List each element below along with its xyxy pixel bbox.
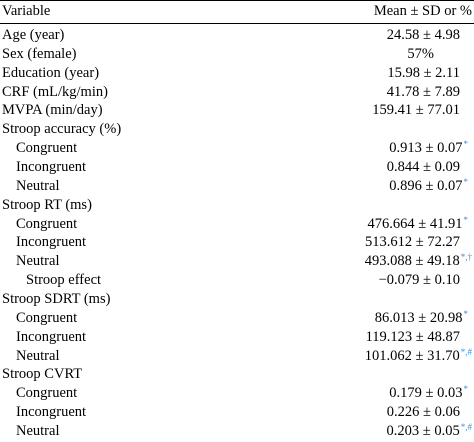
header-variable: Variable xyxy=(2,3,51,19)
table-row: MVPA (min/day) 159.41 ± 77.01 xyxy=(0,100,474,120)
row-label: Incongruent xyxy=(16,404,87,421)
table-row: Neutral 493.088 ± 49.18*,† xyxy=(0,251,474,271)
row-label: Neutral xyxy=(16,423,60,439)
section-label: Stroop CVRT xyxy=(2,366,83,383)
row-label: CRF (mL/kg/min) xyxy=(2,83,108,100)
significance-mark: * xyxy=(463,176,469,187)
table-row: Education (year) 15.98 ± 2.11 xyxy=(0,63,474,83)
row-label: Congruent xyxy=(16,385,78,402)
significance-mark: * xyxy=(463,214,469,225)
header-value: Mean ± SD or % xyxy=(373,3,472,19)
row-value: 15.98 ± 2.11 xyxy=(387,64,460,81)
row-label: Education (year) xyxy=(2,64,100,81)
top-rule xyxy=(0,0,474,1)
row-label: MVPA (min/day) xyxy=(2,102,103,119)
significance-mark: *,# xyxy=(460,422,472,432)
section-row: Stroop SDRT (ms) xyxy=(0,289,474,309)
row-value: 24.58 ± 4.98 xyxy=(386,27,460,43)
table-row: Incongruent 0.844 ± 0.09 xyxy=(0,157,474,177)
section-row: Stroop RT (ms) xyxy=(0,195,474,215)
table-row: Congruent 0.179 ± 0.03* xyxy=(0,383,474,403)
table-row: Congruent 476.664 ± 41.91* xyxy=(0,214,474,234)
row-value: 0.896 ± 0.07* xyxy=(389,176,469,194)
row-label: Congruent xyxy=(16,215,78,232)
row-label: Age (year) xyxy=(2,27,65,43)
row-label: Congruent xyxy=(16,309,78,326)
section-label: Stroop accuracy (%) xyxy=(2,121,122,138)
table-row: Neutral 0.203 ± 0.05*,# xyxy=(0,421,474,441)
row-label: Incongruent xyxy=(16,328,87,345)
table-row: Incongruent 119.123 ± 48.87 xyxy=(0,327,474,347)
table-row: CRF (mL/kg/min) 41.78 ± 7.89 xyxy=(0,82,474,102)
table-row: Incongruent 0.226 ± 0.06 xyxy=(0,402,474,422)
row-label: Incongruent xyxy=(16,159,87,175)
section-label: Stroop RT (ms) xyxy=(2,196,92,213)
row-value: 159.41 ± 77.01 xyxy=(372,102,460,119)
table-row: Sex (female) 57% xyxy=(0,44,474,64)
significance-mark: *,# xyxy=(460,346,472,357)
table-row: Neutral 101.062 ± 31.70*,# xyxy=(0,346,474,366)
row-value: 0.913 ± 0.07* xyxy=(389,139,469,157)
row-value: 513.612 ± 72.27 xyxy=(365,234,460,251)
row-value: 57% xyxy=(407,45,434,62)
row-value: 0.844 ± 0.09 xyxy=(386,159,460,175)
row-value: 0.226 ± 0.06 xyxy=(386,404,460,421)
section-row: Stroop accuracy (%) xyxy=(0,119,474,139)
significance-mark: * xyxy=(463,384,469,395)
row-value: 493.088 ± 49.18*,† xyxy=(364,252,472,270)
row-value: 476.664 ± 41.91* xyxy=(367,214,469,232)
row-value: 119.123 ± 48.87 xyxy=(365,328,460,345)
row-label: Stroop effect xyxy=(26,272,102,289)
table-row: Congruent 86.013 ± 20.98* xyxy=(0,308,474,328)
row-label: Congruent xyxy=(16,140,78,157)
significance-mark: * xyxy=(463,139,469,150)
section-label: Stroop SDRT (ms) xyxy=(2,291,111,307)
row-value: −0.079 ± 0.10 xyxy=(378,272,460,289)
row-value: 41.78 ± 7.89 xyxy=(386,83,460,100)
section-row: Stroop CVRT xyxy=(0,364,474,384)
table-row: Age (year) 24.58 ± 4.98 xyxy=(0,25,474,45)
header-row: Variable Mean ± SD or % xyxy=(0,1,474,21)
table-row: Neutral 0.896 ± 0.07* xyxy=(0,176,474,196)
row-label: Incongruent xyxy=(16,234,87,251)
row-label: Sex (female) xyxy=(2,45,77,62)
header-rule xyxy=(0,23,474,24)
table-row: Congruent 0.913 ± 0.07* xyxy=(0,138,474,158)
table-row: Incongruent 513.612 ± 72.27 xyxy=(0,232,474,252)
row-value: 0.179 ± 0.03* xyxy=(389,384,469,402)
row-value: 86.013 ± 20.98* xyxy=(374,308,469,326)
significance-mark: * xyxy=(463,308,469,319)
table-row: Stroop effect −0.079 ± 0.10 xyxy=(0,270,474,290)
row-value: 0.203 ± 0.05*,# xyxy=(386,422,472,439)
row-value: 101.062 ± 31.70*,# xyxy=(364,346,472,364)
row-label: Neutral xyxy=(16,253,60,270)
row-label: Neutral xyxy=(16,347,60,364)
significance-mark: *,† xyxy=(460,252,472,263)
row-label: Neutral xyxy=(16,177,60,194)
